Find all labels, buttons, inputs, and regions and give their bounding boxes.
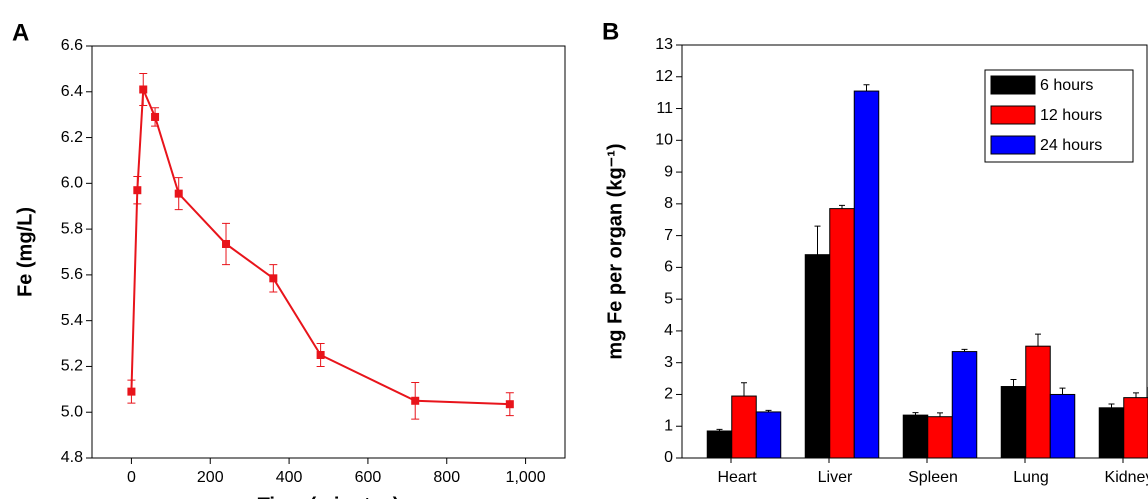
panel-label: B: [602, 18, 619, 45]
error-bar: [1059, 387, 1066, 395]
bar: [1098, 407, 1125, 459]
x-tick-label: 800: [433, 469, 460, 486]
y-tick-label: 4.8: [61, 449, 83, 466]
marker: [505, 400, 514, 409]
error-bar: [937, 412, 943, 417]
y-tick-label: 9: [664, 163, 673, 180]
y-tick-label: 12: [655, 68, 673, 85]
x-tick-label: 0: [127, 469, 136, 486]
x-tick-label: Kidney: [1105, 469, 1148, 486]
marker: [151, 112, 160, 121]
legend-label: 24 hours: [1040, 137, 1102, 154]
y-tick-label: 1: [664, 417, 673, 434]
x-tick-label: Lung: [1013, 469, 1049, 486]
y-tick-label: 0: [664, 449, 673, 466]
x-tick-label: Spleen: [908, 469, 958, 486]
marker: [133, 186, 142, 195]
error-bar: [814, 225, 821, 255]
error-bar: [1010, 379, 1017, 387]
y-tick-label: 5.6: [61, 266, 83, 283]
legend-label: 6 hours: [1040, 77, 1093, 94]
marker: [411, 396, 420, 405]
y-tick-label: 2: [664, 386, 673, 403]
y-tick-label: 7: [664, 227, 673, 244]
y-tick-label: 8: [664, 195, 673, 212]
y-tick-label: 11: [656, 100, 673, 117]
data-line: [130, 89, 510, 406]
y-tick-label: 6.2: [61, 129, 83, 146]
y-axis-title: mg Fe per organ (kg⁻¹): [604, 143, 626, 359]
bar: [951, 351, 978, 459]
y-tick-label: 3: [664, 354, 673, 371]
error-bar: [839, 204, 845, 209]
marker: [269, 274, 278, 283]
bar: [829, 208, 855, 459]
bar: [755, 411, 782, 459]
legend-swatch: [990, 105, 1036, 125]
error-bar: [741, 382, 747, 397]
y-axis-title: Fe (mg/L): [14, 207, 36, 297]
y-tick-label: 6: [664, 259, 673, 276]
panel-label: A: [12, 19, 29, 46]
marker: [139, 85, 148, 94]
bar: [853, 90, 880, 459]
bar: [706, 430, 733, 459]
marker: [316, 351, 325, 359]
x-tick-label: 200: [197, 469, 224, 486]
y-tick-label: 6.0: [61, 175, 83, 192]
legend-label: 12 hours: [1040, 107, 1102, 124]
y-tick-label: 4: [664, 322, 673, 339]
y-tick-label: 13: [655, 36, 673, 53]
y-tick-label: 5.2: [61, 358, 83, 375]
marker: [174, 189, 183, 198]
bar: [1049, 393, 1076, 459]
x-axis-title: Time (minutes): [258, 494, 400, 499]
y-tick-label: 5.8: [61, 220, 83, 237]
error-bar: [863, 84, 870, 92]
y-tick-label: 10: [655, 132, 673, 149]
bar: [1025, 345, 1051, 459]
x-tick-label: Liver: [818, 469, 853, 486]
error-bar: [1035, 333, 1041, 347]
x-tick-label: 1,000: [506, 469, 546, 486]
bar: [927, 416, 953, 459]
bar: [1000, 386, 1027, 459]
x-tick-label: 600: [355, 469, 382, 486]
y-tick-label: 5.0: [61, 403, 83, 420]
error-bar: [1133, 392, 1139, 398]
x-tick-label: 400: [276, 469, 303, 486]
y-tick-label: 6.4: [61, 83, 83, 100]
bar: [902, 414, 929, 459]
marker: [222, 239, 231, 248]
x-tick-label: Heart: [717, 469, 757, 486]
bar: [804, 254, 831, 459]
y-tick-label: 6.6: [61, 37, 83, 54]
plot-frame: [91, 45, 566, 459]
bar: [1123, 397, 1148, 459]
legend-swatch: [990, 135, 1036, 155]
legend-swatch: [990, 75, 1036, 95]
bar: [731, 395, 757, 459]
y-tick-label: 5.4: [61, 312, 83, 329]
marker: [127, 387, 136, 396]
error-bar: [1108, 403, 1115, 408]
y-tick-label: 5: [664, 290, 673, 307]
